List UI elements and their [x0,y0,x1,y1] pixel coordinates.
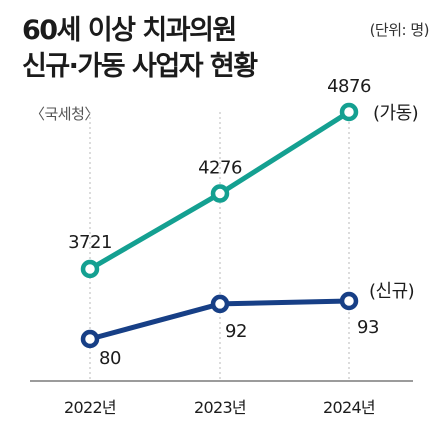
data-point-1-0 [80,329,100,349]
data-point-0-0 [80,259,100,279]
title-block: 60세 이상 치과의원 신규·가동 사업자 현황 [22,13,258,85]
data-label-0-2: 4876 [327,76,371,97]
data-label-1-1: 92 [225,321,247,342]
series-name-label-1: (신규) [369,281,414,302]
data-point-1-1 [210,294,230,314]
data-label-0-1: 4276 [198,158,242,179]
x-tick-label-0: 2022년 [64,398,116,417]
unit-label: (단위: 명) [369,21,430,39]
data-point-0-2 [339,102,359,122]
chart-title-line-2: 신규·가동 사업자 현황 [22,51,258,82]
data-point-0-1 [210,184,230,203]
data-point-1-2 [339,291,359,311]
data-label-1-0: 80 [99,348,121,369]
x-tick-label-1: 2023년 [194,398,246,417]
data-label-1-2: 93 [357,317,379,338]
x-tick-label-2: 2024년 [323,398,375,417]
chart-title-line-1: 60세 이상 치과의원 [22,15,237,46]
series-name-label-0: (가동) [373,103,418,124]
source-label: 〈국세청〉 [30,105,99,123]
data-label-0-0: 3721 [68,232,112,253]
